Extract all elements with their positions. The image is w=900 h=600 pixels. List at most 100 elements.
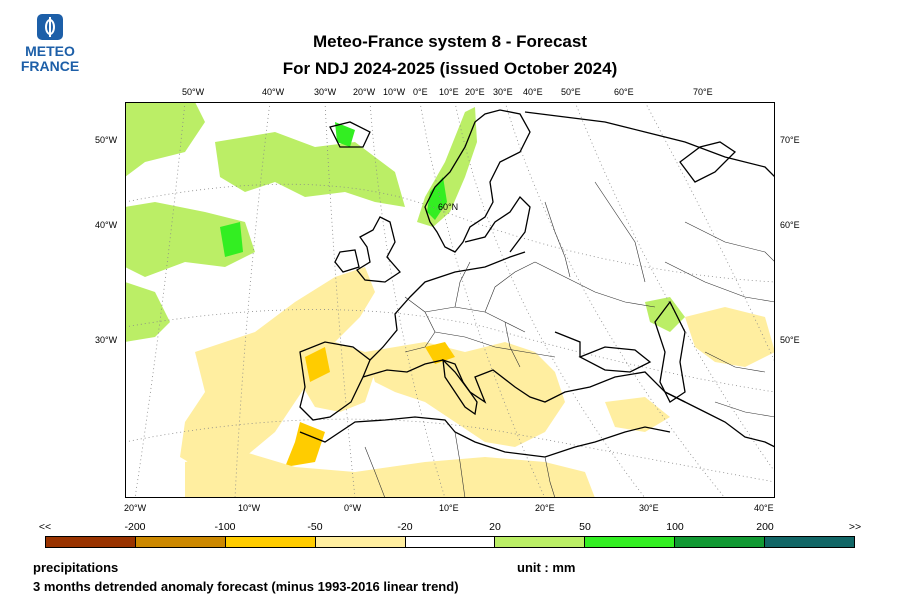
lat-left-label: 50°W	[95, 135, 118, 145]
border	[454, 431, 466, 498]
dry-area-gibraltar	[285, 422, 325, 467]
colorbar-segment	[315, 537, 406, 547]
dry-area-russia	[685, 307, 775, 367]
colorbar-segment	[585, 537, 676, 547]
border	[534, 261, 656, 308]
latitude-60n-label: 60°N	[438, 202, 459, 212]
map-subtitle: For NDJ 2024-2025 (issued October 2024)	[282, 59, 618, 78]
lon-top-label: 50°W	[182, 87, 205, 97]
map-frame	[125, 102, 775, 498]
lon-bottom-label: 0°W	[344, 503, 362, 513]
lon-bottom-label: 40°E	[754, 503, 774, 513]
border	[364, 446, 386, 498]
border	[704, 351, 766, 373]
lon-bottom-label: 30°E	[639, 503, 659, 513]
logo-text-line2: FRANCE	[20, 58, 80, 74]
lat-right-label: 70°E	[780, 135, 800, 145]
colorbar-segment	[135, 537, 226, 547]
unit-label: unit : mm	[517, 560, 576, 575]
lon-top-label: 0°E	[413, 87, 428, 97]
graticule-line	[574, 102, 775, 473]
coastline-mediterranean-north	[362, 359, 686, 404]
coastline-caspian	[654, 300, 686, 403]
lon-bottom-label: 10°E	[439, 503, 459, 513]
lon-top-label: 20°E	[465, 87, 485, 97]
colorbar-segment	[495, 537, 586, 547]
graticule-line	[125, 183, 775, 283]
wet-area-atlantic-south	[125, 202, 255, 277]
lon-top-label: 70°E	[693, 87, 713, 97]
dry-area-atlantic	[180, 267, 375, 472]
graticule-line	[134, 102, 186, 498]
border	[504, 321, 521, 368]
meteo-france-logo-icon	[37, 14, 63, 40]
colorbar-label: 200	[756, 521, 774, 533]
dry-area-iberia-core	[305, 347, 330, 382]
forecast-map	[125, 102, 775, 498]
colorbar-label: >>	[848, 521, 862, 533]
wet-area-atlantic-mid	[215, 132, 405, 207]
colorbar-label: -20	[397, 521, 413, 533]
colorbar-labels: << -200 -100 -50 -20 20 50 100 200 >>	[0, 521, 900, 535]
lat-right-label: 50°E	[780, 335, 800, 345]
variable-label: precipitations	[33, 560, 119, 575]
colorbar-label: -200	[124, 521, 146, 533]
lon-top-label: 10°E	[439, 87, 459, 97]
colorbar-segment	[225, 537, 316, 547]
coastline-novaya-zemlya	[679, 141, 737, 183]
coastline-black-sea	[578, 346, 652, 373]
colorbar-segment	[405, 537, 496, 547]
map-title: Meteo-France system 8 - Forecast	[313, 32, 587, 51]
colorbar-label: <<	[38, 521, 52, 533]
logo-text-line1: METEO	[25, 43, 75, 59]
lon-top-label: 30°W	[314, 87, 337, 97]
coastline-arctic	[524, 111, 775, 178]
wet-area-atlantic-west	[125, 102, 205, 177]
coastline-great-britain	[356, 216, 401, 283]
country-borders	[364, 181, 775, 498]
lon-top-label: 50°E	[561, 87, 581, 97]
lon-bottom-label: 20°E	[535, 503, 555, 513]
colorbar-label: 20	[489, 521, 501, 533]
graticule-line	[454, 102, 646, 498]
graticule-line	[324, 102, 356, 498]
lat-right-label: 60°E	[780, 220, 800, 230]
coastline-baltic	[464, 195, 531, 253]
coastline-scandinavia	[424, 109, 531, 253]
meteo-france-logo: METEO FRANCE	[14, 14, 86, 74]
lon-top-label: 30°E	[493, 87, 513, 97]
coastline-iceland	[329, 121, 371, 148]
wet-anomaly-areas	[125, 102, 685, 342]
coastline-iberia	[299, 341, 371, 421]
coastline-ukraine	[554, 331, 581, 357]
graticule-line	[369, 102, 446, 498]
coastline-north-africa	[299, 416, 671, 458]
graticule-line	[125, 418, 775, 483]
dry-area-mediterranean	[365, 342, 565, 447]
wet-area-caspian	[645, 297, 685, 332]
lon-top-label: 20°W	[353, 87, 376, 97]
lon-bottom-label: 20°W	[124, 503, 147, 513]
border	[484, 261, 536, 313]
border	[544, 456, 556, 498]
border	[684, 221, 775, 263]
colorbar-segment	[675, 537, 766, 547]
lat-left-label: 40°W	[95, 220, 118, 230]
dry-area-turkey	[605, 397, 670, 432]
lat-left-label: 30°W	[95, 335, 118, 345]
colorbar	[45, 536, 855, 548]
colorbar-label: -50	[307, 521, 323, 533]
colorbar-label: -100	[214, 521, 236, 533]
colorbar-label: 100	[666, 521, 684, 533]
border	[664, 261, 775, 303]
wet-area-ireland	[335, 122, 355, 147]
border	[594, 181, 646, 283]
graticule-line	[504, 102, 726, 498]
lon-top-label: 40°W	[262, 87, 285, 97]
lon-top-label: 60°E	[614, 87, 634, 97]
wet-area-atlantic-southwest	[125, 282, 170, 342]
graticule-line	[234, 102, 271, 498]
coastlines	[299, 109, 775, 458]
coastline-middle-east	[664, 391, 775, 448]
colorbar-label: 50	[579, 521, 591, 533]
